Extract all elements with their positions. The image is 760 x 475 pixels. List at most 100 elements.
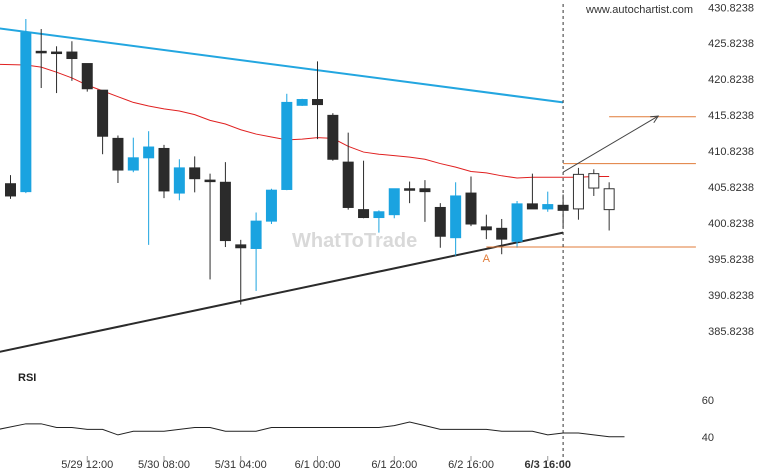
- candle: [511, 200, 523, 248]
- candle: [112, 135, 124, 183]
- candle-body: [465, 192, 477, 225]
- price-tick-label: 405.8238: [708, 182, 754, 194]
- candle: [189, 156, 201, 193]
- candle: [143, 131, 155, 245]
- candle: [235, 239, 247, 305]
- candle-body: [112, 137, 124, 171]
- candle-body: [542, 204, 554, 210]
- candle-body: [603, 188, 615, 211]
- time-tick-label: 6/3 16:00: [525, 459, 571, 471]
- candle: [434, 203, 446, 248]
- candle-body: [404, 188, 416, 191]
- candle-body: [480, 226, 492, 231]
- candle-body: [373, 211, 385, 219]
- lower-trendline: [0, 231, 564, 353]
- price-tick-label: 390.8238: [708, 290, 754, 302]
- candle: [51, 46, 63, 94]
- price-tick-label: 430.8238: [708, 2, 754, 14]
- candle-body: [173, 167, 185, 194]
- price-tick-label: 410.8238: [708, 146, 754, 158]
- candle-body: [265, 189, 277, 222]
- candle-body: [588, 173, 600, 189]
- time-tick-label: 6/2 16:00: [448, 459, 494, 471]
- candle: [296, 98, 308, 107]
- rsi-line: [0, 421, 625, 438]
- time-tick-label: 6/1 20:00: [371, 459, 417, 471]
- time-tick-label: 6/1 00:00: [295, 459, 341, 471]
- time-tick-label: 5/29 12:00: [61, 459, 113, 471]
- candle-body: [434, 206, 446, 237]
- candle-body: [143, 146, 155, 159]
- candle-body: [419, 188, 431, 193]
- candle: [327, 113, 339, 161]
- candle: [66, 41, 78, 81]
- moving-average-layer: [0, 63, 610, 179]
- candle-body: [250, 220, 262, 249]
- candle-body: [158, 147, 170, 192]
- candle-body: [526, 203, 538, 210]
- price-tick-label: 420.8238: [708, 74, 754, 86]
- candle-body: [81, 63, 93, 90]
- candle: [588, 169, 600, 196]
- candle: [265, 188, 277, 225]
- candle: [603, 182, 615, 231]
- candle-body: [450, 195, 462, 239]
- candle: [281, 93, 293, 191]
- candle: [173, 159, 185, 201]
- candle-body: [51, 51, 63, 55]
- candle-body: [35, 50, 47, 54]
- rsi-label: RSI: [18, 372, 36, 384]
- price-tick-label: 395.8238: [708, 254, 754, 266]
- rsi-tick-label: 40: [702, 432, 714, 444]
- candle-body: [5, 183, 16, 197]
- candle: [373, 210, 385, 233]
- candle: [35, 29, 47, 89]
- candle-body: [296, 99, 308, 106]
- candle-body: [312, 99, 323, 106]
- candle: [465, 176, 477, 227]
- candle: [20, 18, 32, 194]
- candle: [419, 180, 431, 222]
- candle: [388, 188, 400, 219]
- candle: [450, 182, 462, 256]
- point-a-label: A: [483, 253, 491, 265]
- candle-body: [204, 179, 216, 183]
- candle-body: [572, 173, 584, 210]
- rsi-tick-label: 60: [702, 395, 714, 407]
- candle-body: [66, 51, 78, 60]
- candle-body: [327, 114, 339, 160]
- candle-body: [281, 101, 293, 190]
- candles-layer: [5, 18, 615, 305]
- projection-arrowhead: [650, 115, 660, 124]
- candle: [312, 61, 323, 140]
- candle: [496, 218, 508, 255]
- candle-body: [496, 227, 508, 240]
- candle-body: [388, 188, 400, 216]
- candle: [204, 173, 216, 280]
- candle-body: [358, 209, 370, 219]
- overlay-layer: A: [483, 4, 696, 462]
- projection-line: [562, 115, 659, 173]
- candle: [127, 137, 139, 173]
- candle-body: [219, 181, 231, 242]
- site-url: www.autochartist.com: [585, 4, 693, 16]
- candle-body: [127, 157, 139, 171]
- candle-body: [342, 161, 354, 208]
- watermark-logo: WhatToTrade: [292, 230, 417, 252]
- candle-body: [20, 32, 32, 193]
- candle: [158, 144, 170, 199]
- candle-body: [511, 203, 523, 242]
- time-axis: 5/29 12:00 5/30 08:00 5/31 04:00 6/1 00:00 6…: [61, 456, 571, 471]
- price-tick-label: 400.8238: [708, 218, 754, 230]
- upper-trendline: [0, 27, 564, 104]
- candle-body: [235, 244, 247, 249]
- candle-body: [97, 89, 109, 137]
- candle: [404, 181, 416, 204]
- candle: [81, 63, 93, 92]
- price-tick-label: 425.8238: [708, 38, 754, 50]
- candle: [342, 132, 354, 210]
- candle: [526, 173, 538, 210]
- candle: [97, 89, 109, 155]
- moving-average-line: [0, 63, 610, 179]
